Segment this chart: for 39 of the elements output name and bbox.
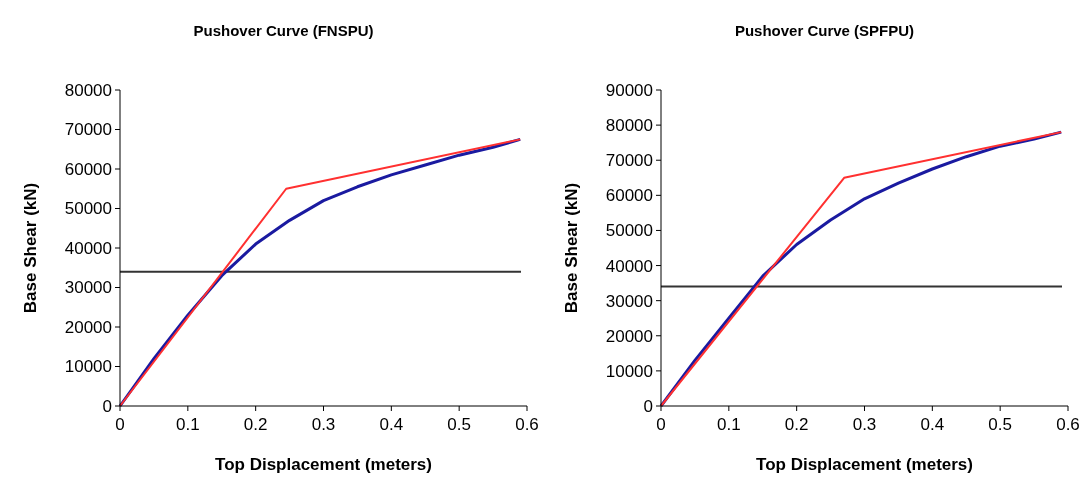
x-tick-label: 0 <box>115 415 125 434</box>
y-tick-label: 70000 <box>64 120 112 140</box>
x-axis-title: Top Displacement (meters) <box>215 455 432 474</box>
x-tick-label: 0 <box>656 415 666 434</box>
x-tick-label: 0.1 <box>717 415 741 434</box>
y-tick-label: 0 <box>643 396 653 416</box>
y-tick-label: 20000 <box>605 326 653 346</box>
chart-title: Pushover Curve (FNSPU) <box>193 22 374 39</box>
y-tick-label: 70000 <box>605 151 653 171</box>
y-tick-label: 50000 <box>605 221 653 241</box>
y-tick-label: 80000 <box>64 80 112 100</box>
y-tick-label: 20000 <box>64 317 112 337</box>
y-tick-label: 80000 <box>605 116 653 136</box>
x-tick-label: 0.1 <box>176 415 200 434</box>
x-tick-label: 0.4 <box>379 415 404 434</box>
chart-title: Pushover Curve (SPFPU) <box>734 22 915 39</box>
x-tick-label: 0.5 <box>988 415 1012 434</box>
y-tick-label: 40000 <box>64 238 112 258</box>
y-tick-label: 40000 <box>605 256 653 276</box>
y-tick-label: 0 <box>102 396 112 416</box>
x-tick-label: 0.6 <box>515 415 539 434</box>
x-axis-title: Top Displacement (meters) <box>756 455 973 474</box>
y-tick-label: 10000 <box>64 357 112 377</box>
y-tick-label: 30000 <box>64 278 112 298</box>
x-tick-label: 0.5 <box>447 415 471 434</box>
y-tick-label: 10000 <box>605 361 653 381</box>
y-axis-title: Base Shear (kN) <box>21 182 40 314</box>
y-tick-label: 60000 <box>605 186 653 206</box>
x-tick-label: 0.6 <box>1056 415 1080 434</box>
x-tick-label: 0.3 <box>311 415 336 434</box>
y-tick-label: 90000 <box>605 80 653 100</box>
y-tick-label: 60000 <box>64 159 112 179</box>
y-tick-label: 30000 <box>605 291 653 311</box>
x-tick-label: 0.3 <box>852 415 877 434</box>
y-axis-title: Base Shear (kN) <box>562 182 581 314</box>
x-tick-label: 0.2 <box>243 415 268 434</box>
y-tick-label: 50000 <box>64 199 112 219</box>
x-tick-label: 0.2 <box>784 415 809 434</box>
x-tick-label: 0.4 <box>920 415 945 434</box>
